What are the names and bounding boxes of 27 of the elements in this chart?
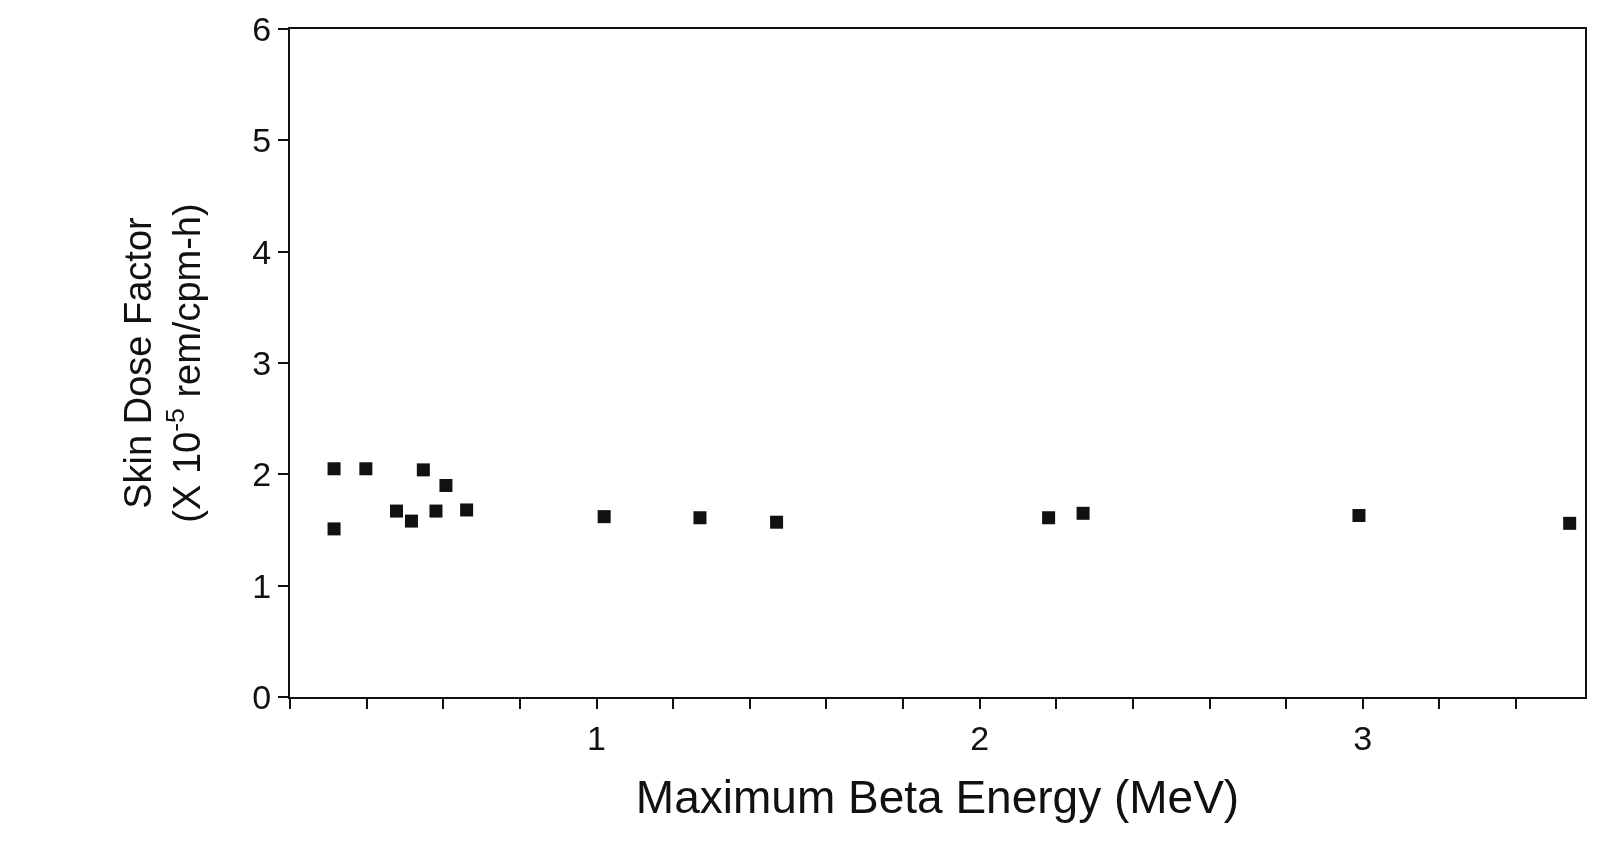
y-tick-label: 3 bbox=[252, 343, 272, 382]
point bbox=[460, 503, 474, 517]
point bbox=[429, 504, 443, 518]
point bbox=[390, 504, 404, 518]
point bbox=[439, 478, 453, 492]
point bbox=[327, 522, 341, 536]
point bbox=[770, 515, 784, 529]
y-tick-label: 2 bbox=[252, 455, 272, 494]
point bbox=[359, 462, 373, 476]
point bbox=[597, 510, 611, 524]
point bbox=[1352, 509, 1366, 523]
x-axis-title: Maximum Beta Energy (MeV) bbox=[635, 771, 1240, 823]
point bbox=[693, 511, 707, 525]
x-tick-label: 2 bbox=[970, 718, 990, 757]
point bbox=[1042, 511, 1056, 525]
point bbox=[1076, 506, 1090, 520]
y-tick-label: 4 bbox=[252, 232, 272, 271]
point bbox=[1563, 516, 1577, 530]
x-tick-label: 3 bbox=[1353, 718, 1373, 757]
y-tick-label: 5 bbox=[252, 121, 272, 160]
point bbox=[404, 514, 418, 528]
y-tick-label: 1 bbox=[252, 566, 272, 605]
x-tick-label: 1 bbox=[587, 718, 606, 757]
point bbox=[416, 463, 430, 477]
point bbox=[327, 462, 341, 476]
y-tick-label: 6 bbox=[252, 9, 272, 48]
y-tick-label: 0 bbox=[252, 677, 272, 716]
